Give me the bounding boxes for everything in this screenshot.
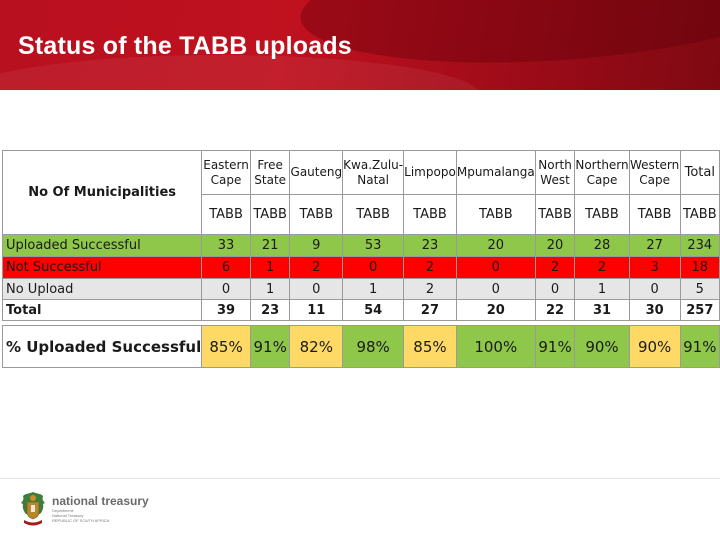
cell: 39 <box>201 299 251 321</box>
sub-label: TABB <box>628 194 681 235</box>
cell: 30 <box>628 299 681 321</box>
percent-cell: 90% <box>628 325 681 368</box>
cell: 11 <box>289 299 344 321</box>
footer-brand: national treasury Department: National T… <box>52 494 149 523</box>
cell: 23 <box>249 299 291 321</box>
row-label: Not Successful <box>1 256 203 279</box>
sub-header-row: TABB TABB TABB TABB TABB TABB TABB TABB … <box>3 194 720 235</box>
cell: 28 <box>574 234 630 257</box>
cell: 18 <box>679 256 720 279</box>
spacer-row <box>2 320 720 326</box>
cell: 3 <box>628 256 681 279</box>
cell: 0 <box>342 256 405 279</box>
percent-cell: 91% <box>249 325 291 368</box>
cell: 0 <box>455 278 536 300</box>
cell: 21 <box>249 234 291 257</box>
tabb-status-table: No Of Municipalities Eastern Cape Free S… <box>1 150 720 368</box>
cell: 1 <box>342 278 405 300</box>
sub-label: TABB <box>249 194 291 235</box>
cell: 2 <box>534 256 576 279</box>
cell: 20 <box>455 234 536 257</box>
sub-label: TABB <box>201 194 251 235</box>
percent-cell: 100% <box>455 325 536 368</box>
row-percent-uploaded: % Uploaded Successful 85% 91% 82% 98% 85… <box>1 325 720 368</box>
sub-label: TABB <box>574 194 630 235</box>
col-north-west: North West <box>534 150 576 195</box>
row-no-upload: No Upload 0 1 0 1 2 0 0 1 0 5 <box>1 278 720 300</box>
col-western-cape: Western Cape <box>628 150 681 195</box>
cell: 234 <box>679 234 720 257</box>
percent-cell: 85% <box>201 325 251 368</box>
percent-cell: 90% <box>574 325 630 368</box>
col-northern-cape: Northern Cape <box>574 150 630 195</box>
col-mpumalanga: Mpumalanga <box>455 150 536 195</box>
cell: 31 <box>574 299 630 321</box>
cell: 23 <box>403 234 457 257</box>
brand-name: national treasury <box>52 494 149 508</box>
col-gauteng: Gauteng <box>289 150 344 195</box>
brand-line-department: Department: <box>52 508 75 513</box>
cell: 257 <box>679 299 720 321</box>
sub-label: TABB <box>403 194 457 235</box>
percent-cell: 91% <box>534 325 576 368</box>
coat-of-arms-icon <box>21 492 45 526</box>
footer-divider <box>0 478 720 479</box>
cell: 2 <box>574 256 630 279</box>
col-total: Total <box>679 150 720 195</box>
sub-label: TABB <box>679 194 720 235</box>
brand-line-treasury: National Treasury <box>52 513 84 518</box>
cell: 27 <box>628 234 681 257</box>
col-free-state: Free State <box>249 150 291 195</box>
percent-cell: 85% <box>403 325 457 368</box>
cell: 27 <box>403 299 457 321</box>
col-eastern-cape: Eastern Cape <box>201 150 251 195</box>
cell: 2 <box>403 278 457 300</box>
row-uploaded-successful: Uploaded Successful 33 21 9 53 23 20 20 … <box>1 234 720 257</box>
col-limpopo: Limpopo <box>403 150 457 195</box>
cell: 6 <box>201 256 251 279</box>
brand-line-republic: REPUBLIC OF SOUTH AFRICA <box>52 518 110 523</box>
cell: 1 <box>249 278 291 300</box>
cell: 9 <box>289 234 344 257</box>
cell: 0 <box>289 278 344 300</box>
row-label: Total <box>1 299 203 321</box>
percent-cell: 98% <box>342 325 405 368</box>
cell: 0 <box>201 278 251 300</box>
col-kwazulu-natal: Kwa.Zulu-Natal <box>342 150 405 195</box>
row-label: % Uploaded Successful <box>1 325 203 368</box>
percent-cell: 91% <box>679 325 720 368</box>
cell: 20 <box>534 234 576 257</box>
cell: 5 <box>679 278 720 300</box>
row-label: No Upload <box>1 278 203 300</box>
cell: 33 <box>201 234 251 257</box>
sub-label: TABB <box>289 194 344 235</box>
cell: 2 <box>403 256 457 279</box>
percent-cell: 82% <box>289 325 344 368</box>
cell: 1 <box>249 256 291 279</box>
cell: 0 <box>534 278 576 300</box>
row-total: Total 39 23 11 54 27 20 22 31 30 257 <box>1 299 720 321</box>
cell: 0 <box>628 278 681 300</box>
cell: 20 <box>455 299 536 321</box>
header-row: No Of Municipalities Eastern Cape Free S… <box>1 150 720 235</box>
cell: 2 <box>289 256 344 279</box>
row-label: Uploaded Successful <box>1 234 203 257</box>
sub-label: TABB <box>342 194 405 235</box>
cell: 0 <box>455 256 536 279</box>
cell: 54 <box>342 299 405 321</box>
cell: 22 <box>534 299 576 321</box>
cell: 53 <box>342 234 405 257</box>
title-banner: Status of the TABB uploads <box>0 0 720 90</box>
slide-title: Status of the TABB uploads <box>18 32 352 60</box>
row-not-successful: Not Successful 6 1 2 0 2 0 2 2 3 18 <box>1 256 720 279</box>
sub-label: TABB <box>455 194 536 235</box>
corner-label: No Of Municipalities <box>1 150 203 235</box>
sub-label: TABB <box>534 194 576 235</box>
cell: 1 <box>574 278 630 300</box>
